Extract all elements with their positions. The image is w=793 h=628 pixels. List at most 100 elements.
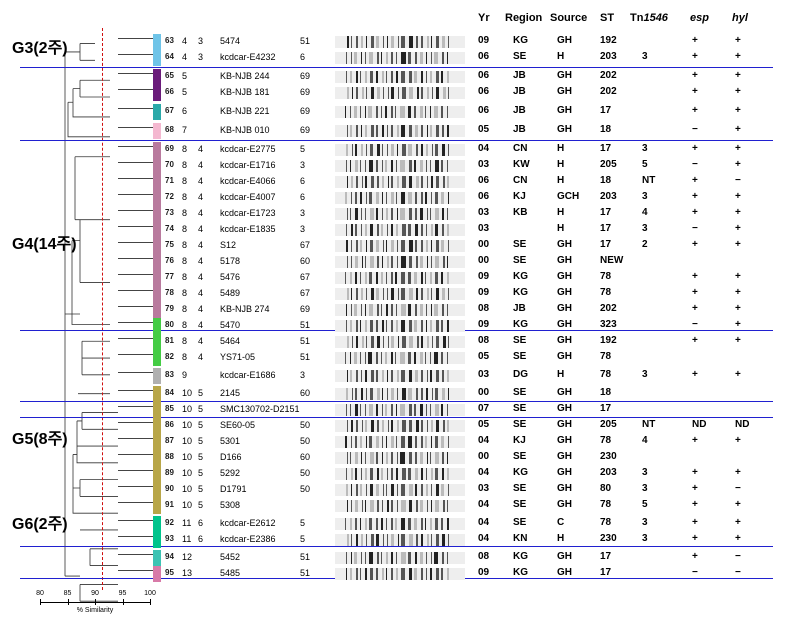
col-region: JB bbox=[513, 124, 526, 135]
pfge-banding bbox=[335, 404, 465, 416]
col-region: SE bbox=[513, 451, 526, 462]
col-b: 4 bbox=[198, 144, 203, 154]
col-yr: 08 bbox=[478, 303, 489, 314]
col-b: 4 bbox=[198, 288, 203, 298]
col-st: 203 bbox=[600, 51, 617, 62]
col-region: KN bbox=[513, 533, 527, 544]
col-hyl: + bbox=[735, 207, 741, 218]
col-a: 10 bbox=[182, 452, 192, 462]
pfge-banding bbox=[335, 272, 465, 284]
col-strain: kcdcar-E4232 bbox=[220, 52, 276, 62]
col-source: GH bbox=[557, 335, 572, 346]
cluster-color-bar bbox=[153, 434, 161, 450]
col-region: KJ bbox=[513, 191, 526, 202]
col-b: 5 bbox=[198, 404, 203, 414]
col-source: GH bbox=[557, 255, 572, 266]
col-strain: D1791 bbox=[220, 484, 247, 494]
col-a: 8 bbox=[182, 336, 187, 346]
col-tn: 3 bbox=[642, 517, 648, 528]
table-row: 7984KB-NJB 2746908JBGH202++ bbox=[10, 302, 783, 318]
col-hyl: + bbox=[735, 159, 741, 170]
col-strain: KB-NJB 181 bbox=[220, 87, 270, 97]
pfge-banding bbox=[335, 87, 465, 99]
tree-connector bbox=[118, 146, 153, 155]
col-a: 4 bbox=[182, 36, 187, 46]
col-st: 78 bbox=[600, 369, 611, 380]
col-a: 8 bbox=[182, 240, 187, 250]
col-st: 18 bbox=[600, 175, 611, 186]
cluster-color-bar bbox=[153, 50, 161, 66]
col-a: 11 bbox=[182, 518, 191, 528]
col-code: 67 bbox=[300, 272, 310, 282]
hdr-region: Region bbox=[505, 12, 542, 24]
col-strain: SE60-05 bbox=[220, 420, 255, 430]
col-region: SE bbox=[513, 387, 526, 398]
row-number: 85 bbox=[165, 404, 174, 413]
col-hyl: + bbox=[735, 105, 741, 116]
col-hyl: + bbox=[735, 239, 741, 250]
row-number: 90 bbox=[165, 484, 174, 493]
col-st: 202 bbox=[600, 303, 617, 314]
pfge-banding bbox=[335, 224, 465, 236]
col-b: 4 bbox=[198, 304, 203, 314]
col-esp: + bbox=[692, 86, 698, 97]
col-hyl: + bbox=[735, 271, 741, 282]
col-strain: kcdcar-E1716 bbox=[220, 160, 276, 170]
col-yr: 07 bbox=[478, 403, 489, 414]
col-b: 5 bbox=[198, 436, 203, 446]
table-row: 7184kcdcar-E4066606CNH18NT+− bbox=[10, 174, 783, 190]
col-code: 69 bbox=[300, 304, 310, 314]
col-source: H bbox=[557, 175, 564, 186]
row-number: 68 bbox=[165, 125, 174, 134]
col-source: GH bbox=[557, 551, 572, 562]
col-source: GH bbox=[557, 124, 572, 135]
row-number: 81 bbox=[165, 336, 174, 345]
cluster-color-bar bbox=[153, 222, 161, 238]
col-a: 8 bbox=[182, 144, 187, 154]
col-region: KG bbox=[513, 271, 528, 282]
col-yr: 09 bbox=[478, 287, 489, 298]
col-b: 4 bbox=[198, 208, 203, 218]
col-hyl: − bbox=[735, 551, 741, 562]
tree-connector bbox=[118, 470, 153, 479]
col-yr: 06 bbox=[478, 51, 489, 62]
col-esp: − bbox=[692, 159, 698, 170]
cluster-color-bar bbox=[153, 174, 161, 190]
col-tn: 3 bbox=[642, 51, 648, 62]
col-hyl: + bbox=[735, 303, 741, 314]
col-st: 17 bbox=[600, 207, 611, 218]
tree-connector bbox=[118, 570, 153, 579]
cluster-color-bar bbox=[153, 566, 161, 582]
col-b: 4 bbox=[198, 176, 203, 186]
col-st: 205 bbox=[600, 159, 617, 170]
col-a: 12 bbox=[182, 552, 192, 562]
col-a: 6 bbox=[182, 106, 187, 116]
cluster-color-bar bbox=[153, 450, 161, 466]
col-st: 17 bbox=[600, 239, 611, 250]
col-st: 323 bbox=[600, 319, 617, 330]
col-b: 5 bbox=[198, 420, 203, 430]
pfge-banding bbox=[335, 552, 465, 564]
table-row: 8710553015004KJGH784++ bbox=[10, 434, 783, 450]
col-source: GH bbox=[557, 319, 572, 330]
col-b: 3 bbox=[198, 36, 203, 46]
row-number: 71 bbox=[165, 176, 174, 185]
col-tn: 2 bbox=[642, 239, 648, 250]
col-st: 192 bbox=[600, 35, 617, 46]
row-number: 79 bbox=[165, 304, 174, 313]
table-row: 839kcdcar-E1686303DGH783++ bbox=[10, 368, 783, 384]
col-yr: 05 bbox=[478, 124, 489, 135]
col-code: 51 bbox=[300, 320, 310, 330]
col-source: GH bbox=[557, 419, 572, 430]
group-divider bbox=[20, 67, 773, 68]
col-source: GCH bbox=[557, 191, 579, 202]
col-code: 51 bbox=[300, 336, 310, 346]
pfge-banding bbox=[335, 370, 465, 382]
col-st: 17 bbox=[600, 143, 611, 154]
col-b: 4 bbox=[198, 320, 203, 330]
col-source: H bbox=[557, 51, 564, 62]
col-code: 50 bbox=[300, 436, 310, 446]
row-number: 94 bbox=[165, 552, 174, 561]
col-yr: 05 bbox=[478, 419, 489, 430]
tree-connector bbox=[118, 502, 153, 511]
